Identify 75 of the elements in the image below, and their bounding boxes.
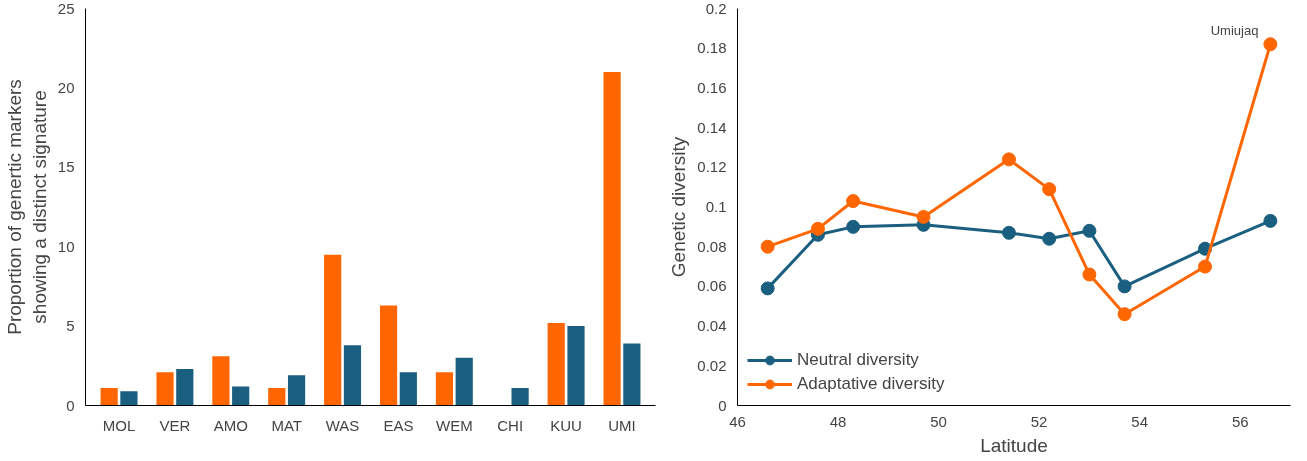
y-tick-label: 0.16 (697, 78, 727, 96)
point (1042, 231, 1057, 246)
x-tick-label: 52 (1030, 412, 1048, 430)
x-tick-label: WEM (435, 416, 473, 434)
x-tick-label: AMO (213, 416, 248, 434)
annotation: Umiujaq (1210, 23, 1259, 39)
legend-label: Adaptative diversity (797, 374, 945, 394)
point (1042, 182, 1057, 197)
bar (603, 72, 621, 406)
bar (435, 372, 454, 406)
point (1117, 279, 1132, 294)
y-tick-label: 0.2 (705, 0, 727, 17)
x-tick-label: WAS (325, 416, 360, 434)
point (1263, 213, 1278, 228)
point (1263, 37, 1278, 52)
bar (567, 326, 585, 406)
bar (212, 356, 230, 406)
y-tick-label: 0.12 (697, 158, 727, 176)
y-tick-label: 20 (57, 78, 75, 96)
y-tick-label: 0.1 (705, 198, 727, 215)
point (1082, 267, 1097, 282)
bar (324, 254, 342, 406)
y-tick-label: 10 (57, 237, 75, 255)
x-tick-label: CHI (497, 416, 524, 434)
bar (511, 388, 529, 406)
point (1001, 152, 1016, 167)
point (846, 219, 861, 234)
x-tick-label: 46 (729, 412, 746, 430)
point (760, 281, 775, 296)
x-tick-label: 54 (1131, 412, 1149, 430)
x-tick-label: MAT (271, 416, 302, 434)
x-tick-label: 48 (829, 412, 847, 430)
x-tick-label: UMI (608, 416, 636, 434)
y-tick-label: 5 (66, 317, 75, 335)
bar (120, 391, 138, 406)
x-tick-label: EAS (383, 416, 414, 434)
y-tick-label: 0.06 (697, 277, 727, 295)
y-axis-title: Proportion of genertic markers showing a distinct signature (3, 79, 50, 335)
bar (455, 357, 473, 406)
x-tick-label: VER (159, 416, 191, 434)
x-tick-label: KUU (550, 416, 582, 434)
point (810, 221, 825, 236)
point (760, 239, 775, 254)
bar (232, 386, 250, 406)
x-tick-label: 50 (930, 412, 947, 430)
bar (343, 345, 362, 406)
y-tick-label: 15 (57, 158, 75, 176)
point (1001, 225, 1016, 240)
point (846, 194, 861, 209)
bar (176, 368, 194, 406)
bar (379, 305, 398, 406)
bar (547, 322, 565, 406)
bar (156, 372, 174, 406)
y-axis-title: Genetic diversity (668, 136, 690, 278)
bar (100, 388, 118, 406)
y-tick-label: 0.04 (697, 317, 727, 335)
y-tick-label: 0 (66, 396, 75, 414)
y-tick-label: 0.02 (697, 356, 727, 374)
y-tick-label: 25 (57, 0, 75, 17)
y-tick-label: 0.08 (697, 237, 727, 255)
bar (399, 372, 417, 406)
point (1082, 223, 1097, 238)
bar (268, 388, 286, 406)
bar (287, 375, 306, 406)
y-tick-label: 0.18 (697, 39, 727, 57)
bar (623, 343, 641, 406)
point (916, 209, 931, 224)
x-tick-label: MOL (102, 416, 136, 434)
point (1117, 307, 1132, 322)
point (1198, 259, 1213, 274)
y-tick-label: 0 (718, 396, 727, 414)
x-tick-label: 56 (1231, 412, 1249, 430)
y-tick-label: 0.14 (697, 118, 727, 136)
x-axis-title: Latitude (980, 434, 1048, 456)
legend-label: Neutral diversity (797, 350, 919, 370)
